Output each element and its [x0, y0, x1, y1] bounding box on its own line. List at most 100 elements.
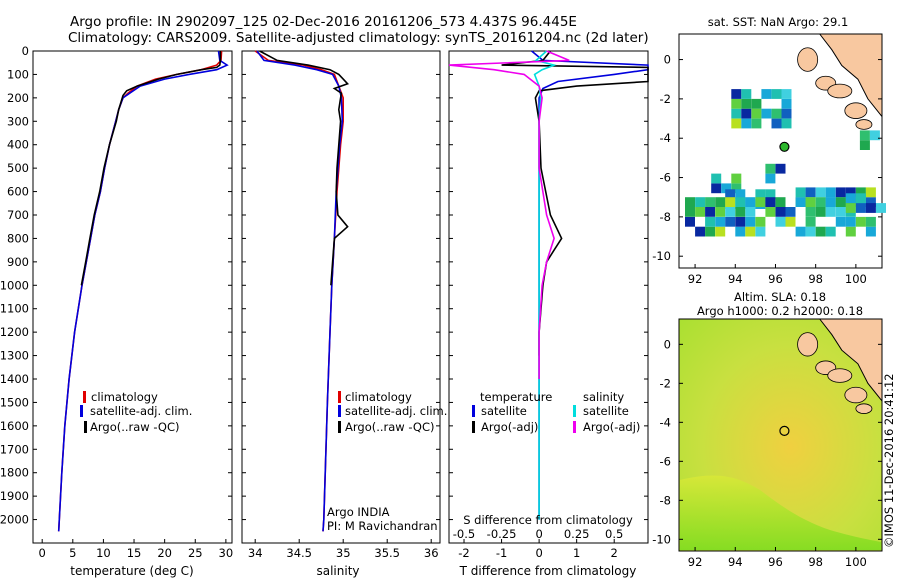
- x-tick-label: 35: [336, 546, 351, 560]
- sst-pixel: [865, 203, 876, 213]
- sst-map-panel: sat. SST: NaN Argo: 29.1 92 94 96 98 100 0 -2 -…: [652, 15, 886, 286]
- legend-label-s-argo: Argo(-adj): [583, 420, 640, 434]
- sst-pixel: [731, 98, 742, 109]
- island: [797, 47, 819, 72]
- x-tick-label: 36: [424, 546, 439, 560]
- legend-label-climatology: climatology: [91, 390, 158, 404]
- map-x-tick-label: 92: [688, 555, 703, 569]
- sst-pixel: [835, 187, 846, 198]
- x-tick-label: 0: [39, 546, 46, 560]
- legend-swatch-climatology: [338, 391, 341, 403]
- island: [855, 403, 873, 414]
- x-tick-label-s: 0: [535, 527, 542, 541]
- sla-map-panel: Altim. SLA: 0.18 Argo h1000: 0.2 h2000: …: [652, 290, 883, 569]
- salinity-x-label: salinity: [316, 564, 359, 578]
- difference-legend: temperature salinity satellite satellite…: [472, 390, 640, 434]
- sst-pixel: [835, 216, 846, 227]
- map-y-tick-label: -2: [660, 376, 671, 390]
- map-y-tick-label: -4: [660, 131, 671, 145]
- x-tick-label: 30: [219, 546, 234, 560]
- sst-pixel: [731, 173, 742, 184]
- map-y-tick-label: -8: [660, 493, 671, 507]
- sst-pixel: [725, 189, 736, 200]
- sst-pixel: [721, 183, 732, 194]
- x-tick-label-t: 0: [535, 546, 542, 560]
- sst-pixel: [815, 226, 826, 237]
- sst-pixel: [715, 226, 726, 237]
- sst-pixel: [845, 193, 856, 204]
- sst-pixel: [771, 118, 782, 129]
- map-x-tick-label: 96: [768, 272, 783, 286]
- argo-float-marker: [779, 425, 790, 436]
- sst-pixel: [741, 89, 752, 99]
- sst-pixel: [835, 197, 846, 207]
- legend-label-argo: Argo(..raw -QC): [90, 420, 180, 434]
- sst-pixel: [741, 98, 752, 109]
- sst-pixel: [735, 189, 746, 200]
- sst-pixel: [825, 187, 836, 198]
- sst-pixel: [751, 108, 762, 119]
- y-tick-label: 1600: [0, 419, 29, 433]
- sst-pixel: [781, 108, 792, 119]
- sst-pixel: [745, 226, 756, 237]
- float-operator-annotation: Argo INDIA: [327, 505, 390, 519]
- sst-pixel: [795, 226, 806, 237]
- sst-pixel: [805, 187, 816, 198]
- x-tick-label: 34.5: [286, 546, 312, 560]
- x-tick-label: 10: [96, 546, 111, 560]
- sst-pixel: [755, 189, 766, 200]
- legend-swatch-satellite: [80, 405, 83, 417]
- difference-axes-frame: [448, 50, 649, 544]
- sst-pixel: [715, 216, 726, 227]
- map-x-tick-label: 94: [728, 555, 743, 569]
- legend-label-satellite: satellite-adj. clim.: [90, 404, 192, 418]
- sst-pixel: [685, 197, 695, 207]
- legend-label-argo: Argo(..raw -QC): [345, 420, 435, 434]
- sst-pixel: [741, 108, 752, 119]
- sst-pixel: [815, 207, 826, 217]
- sst-pixel: [775, 163, 786, 174]
- sst-pixel: [845, 187, 856, 198]
- sst-pixel: [705, 197, 716, 207]
- map-y-tick-label: 0: [664, 337, 671, 351]
- series-line-s-argo-adj-: [448, 50, 570, 379]
- map-x-tick-label: 100: [845, 555, 867, 569]
- y-tick-label: 1300: [0, 349, 29, 363]
- sst-pixel: [859, 130, 870, 141]
- y-tick-label: 600: [7, 185, 29, 199]
- island: [797, 332, 819, 357]
- map-x-tick-label: 96: [768, 555, 783, 569]
- legend-label-s-satellite: satellite: [583, 404, 629, 418]
- sst-pixel: [855, 203, 866, 213]
- legend-swatch-s-satellite: [573, 405, 576, 417]
- sst-pixel: [725, 216, 736, 227]
- sla-map-title: Altim. SLA: 0.18: [734, 290, 826, 304]
- x-tick-label-s: -0.5: [453, 527, 475, 541]
- sst-pixel: [855, 187, 866, 198]
- sst-pixel: [765, 173, 776, 184]
- legend-label-satellite: satellite-adj. clim.: [345, 404, 447, 418]
- difference-panel: -2 -1 0 1 2 -0.5 -0.25 0 0.25 0.5 S difference fr…: [448, 50, 649, 578]
- sst-pixel: [755, 226, 766, 237]
- sst-pixel: [869, 130, 880, 141]
- legend-label-t-argo: Argo(-adj): [481, 420, 538, 434]
- y-tick-label: 1700: [0, 442, 29, 456]
- legend-label-t-satellite: satellite: [481, 404, 527, 418]
- sst-pixel: [805, 207, 816, 217]
- map-y-tick-label: -10: [652, 532, 671, 546]
- sst-pixel: [815, 197, 826, 207]
- sst-pixel: [735, 207, 746, 217]
- sst-map-title: sat. SST: NaN Argo: 29.1: [708, 15, 849, 29]
- sumatra-land: [818, 318, 883, 403]
- sst-pixel: [731, 89, 742, 99]
- sst-pixel: [785, 207, 796, 217]
- legend-swatch-climatology: [83, 391, 86, 403]
- s-difference-label: S difference from climatology: [463, 513, 633, 527]
- map-y-tick-label: 0: [664, 53, 671, 67]
- y-tick-label: 1000: [0, 278, 29, 292]
- island: [844, 386, 868, 404]
- sst-pixel: [685, 207, 695, 217]
- sst-pixel: [765, 189, 776, 200]
- x-tick-label-t: -2: [458, 546, 469, 560]
